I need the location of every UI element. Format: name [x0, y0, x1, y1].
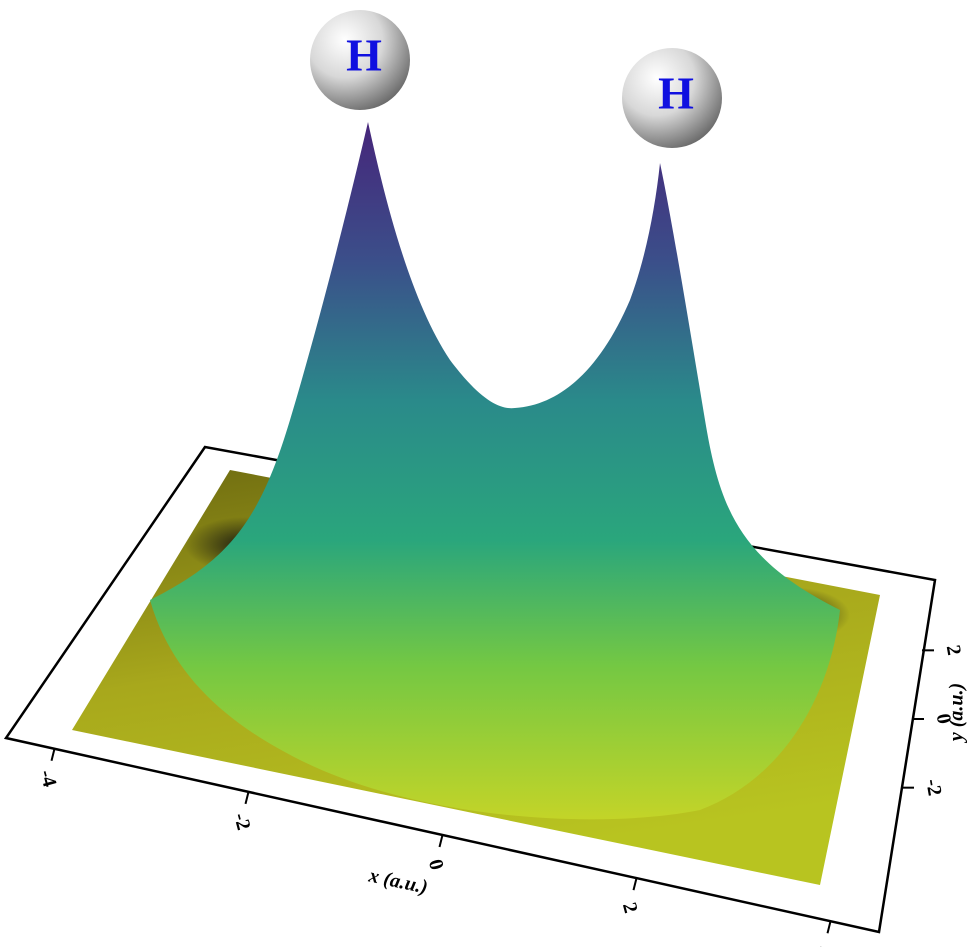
surface-peaks: [150, 122, 840, 820]
y-tick-label: 2: [942, 643, 965, 657]
y-tick-label: 0: [932, 712, 955, 726]
atom-label: H: [658, 68, 694, 119]
x-tick-label: 4: [812, 943, 836, 947]
y-tick-label: -2: [921, 777, 946, 797]
x-axis-label: x (a.u.): [366, 864, 430, 898]
y-axis-label: y (a.u.): [946, 683, 968, 743]
atom: [310, 10, 410, 110]
x-tick: [632, 877, 638, 891]
x-tick: [438, 834, 444, 848]
x-tick-label: -2: [229, 811, 255, 833]
x-tick-label: -4: [35, 768, 61, 790]
x-tick-label: 2: [618, 900, 642, 915]
x-tick: [244, 791, 250, 805]
x-tick: [826, 920, 832, 934]
x-tick-label: 0: [424, 857, 448, 872]
atom: [622, 48, 722, 148]
atom-label: H: [346, 30, 382, 81]
x-tick: [50, 748, 56, 762]
